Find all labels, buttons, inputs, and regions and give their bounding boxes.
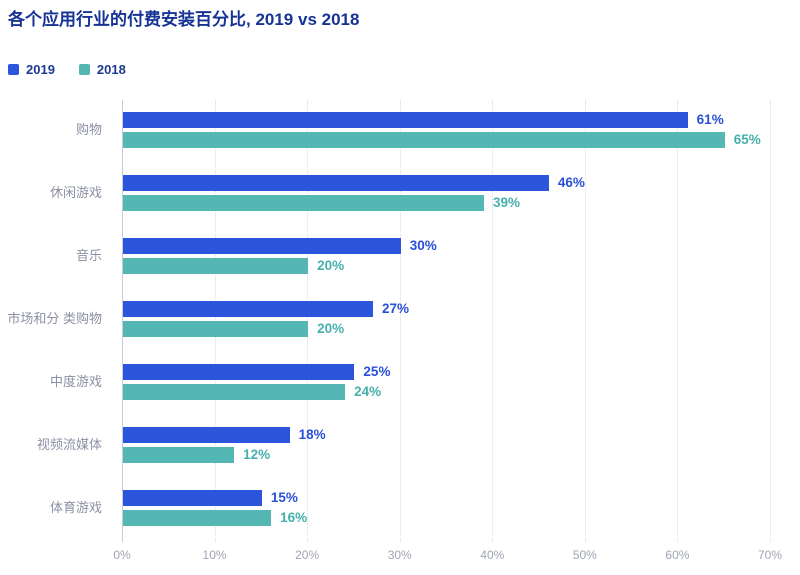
bar-value-label: 24%: [354, 384, 382, 399]
bar-2018: [123, 258, 309, 274]
legend-swatch-2019-icon: [8, 64, 19, 75]
legend: 2019 2018: [8, 62, 126, 77]
x-tick-label: 30%: [387, 548, 412, 562]
y-axis-line: [122, 100, 123, 542]
x-tick-label: 0%: [113, 548, 131, 562]
bar-2019: [123, 427, 290, 443]
bar-value-label: 27%: [381, 301, 409, 316]
x-tick-label: 20%: [295, 548, 320, 562]
bar-2019: [123, 301, 373, 317]
x-tick-label: 10%: [202, 548, 227, 562]
bar-2018: [123, 510, 272, 526]
category-label: 视频流媒体: [36, 437, 102, 452]
bar-2019: [123, 238, 401, 254]
bar-value-label: 20%: [317, 321, 345, 336]
gridline: [399, 100, 401, 542]
bar-value-label: 25%: [363, 364, 391, 379]
bar-value-label: 16%: [280, 510, 308, 525]
legend-item-2018: 2018: [78, 62, 126, 77]
x-tick-label: 60%: [665, 548, 690, 562]
bar-2019: [123, 364, 355, 380]
gridline: [584, 100, 586, 542]
category-label: 中度游戏: [49, 374, 102, 389]
bar-2019: [123, 112, 688, 128]
category-label: 休闲游戏: [49, 185, 102, 200]
bar-value-label: 46%: [557, 175, 585, 190]
bar-2019: [123, 175, 549, 191]
chart-title: 各个应用行业的付费安装百分比, 2019 vs 2018: [8, 10, 360, 29]
bar-2018: [123, 195, 485, 211]
gridline: [677, 100, 679, 542]
category-label: 体育游戏: [49, 500, 102, 515]
category-label: 购物: [75, 122, 102, 137]
bar-value-label: 12%: [243, 447, 271, 462]
category-label: 音乐: [75, 248, 102, 263]
legend-swatch-2018-icon: [78, 64, 90, 75]
bar-value-label: 61%: [696, 112, 724, 127]
category-label: 市场和分 类购物: [7, 311, 102, 326]
bar-2018: [123, 447, 235, 463]
gridline: [492, 100, 494, 542]
bar-2018: [123, 384, 346, 400]
bar-2019: [123, 490, 262, 506]
gridline: [770, 100, 771, 542]
x-tick-label: 70%: [757, 548, 783, 562]
bar-value-label: 15%: [270, 490, 298, 505]
bar-value-label: 18%: [298, 427, 326, 442]
plot-area: 61% 65% 46% 39% 30% 20% 27% 20% 25% 24% 18% 12% 15% 1…: [122, 100, 771, 542]
bar-value-label: 30%: [409, 238, 437, 253]
bar-2018: [123, 132, 725, 148]
bar-2018: [123, 321, 309, 337]
x-tick-label: 50%: [572, 548, 597, 562]
bar-value-label: 65%: [733, 132, 761, 147]
bar-value-label: 20%: [317, 258, 345, 273]
bar-value-label: 39%: [493, 195, 521, 210]
legend-label-2018: 2018: [96, 62, 126, 77]
legend-item-2019: 2019: [8, 62, 55, 77]
legend-label-2019: 2019: [26, 62, 55, 77]
x-tick-label: 40%: [480, 548, 505, 562]
